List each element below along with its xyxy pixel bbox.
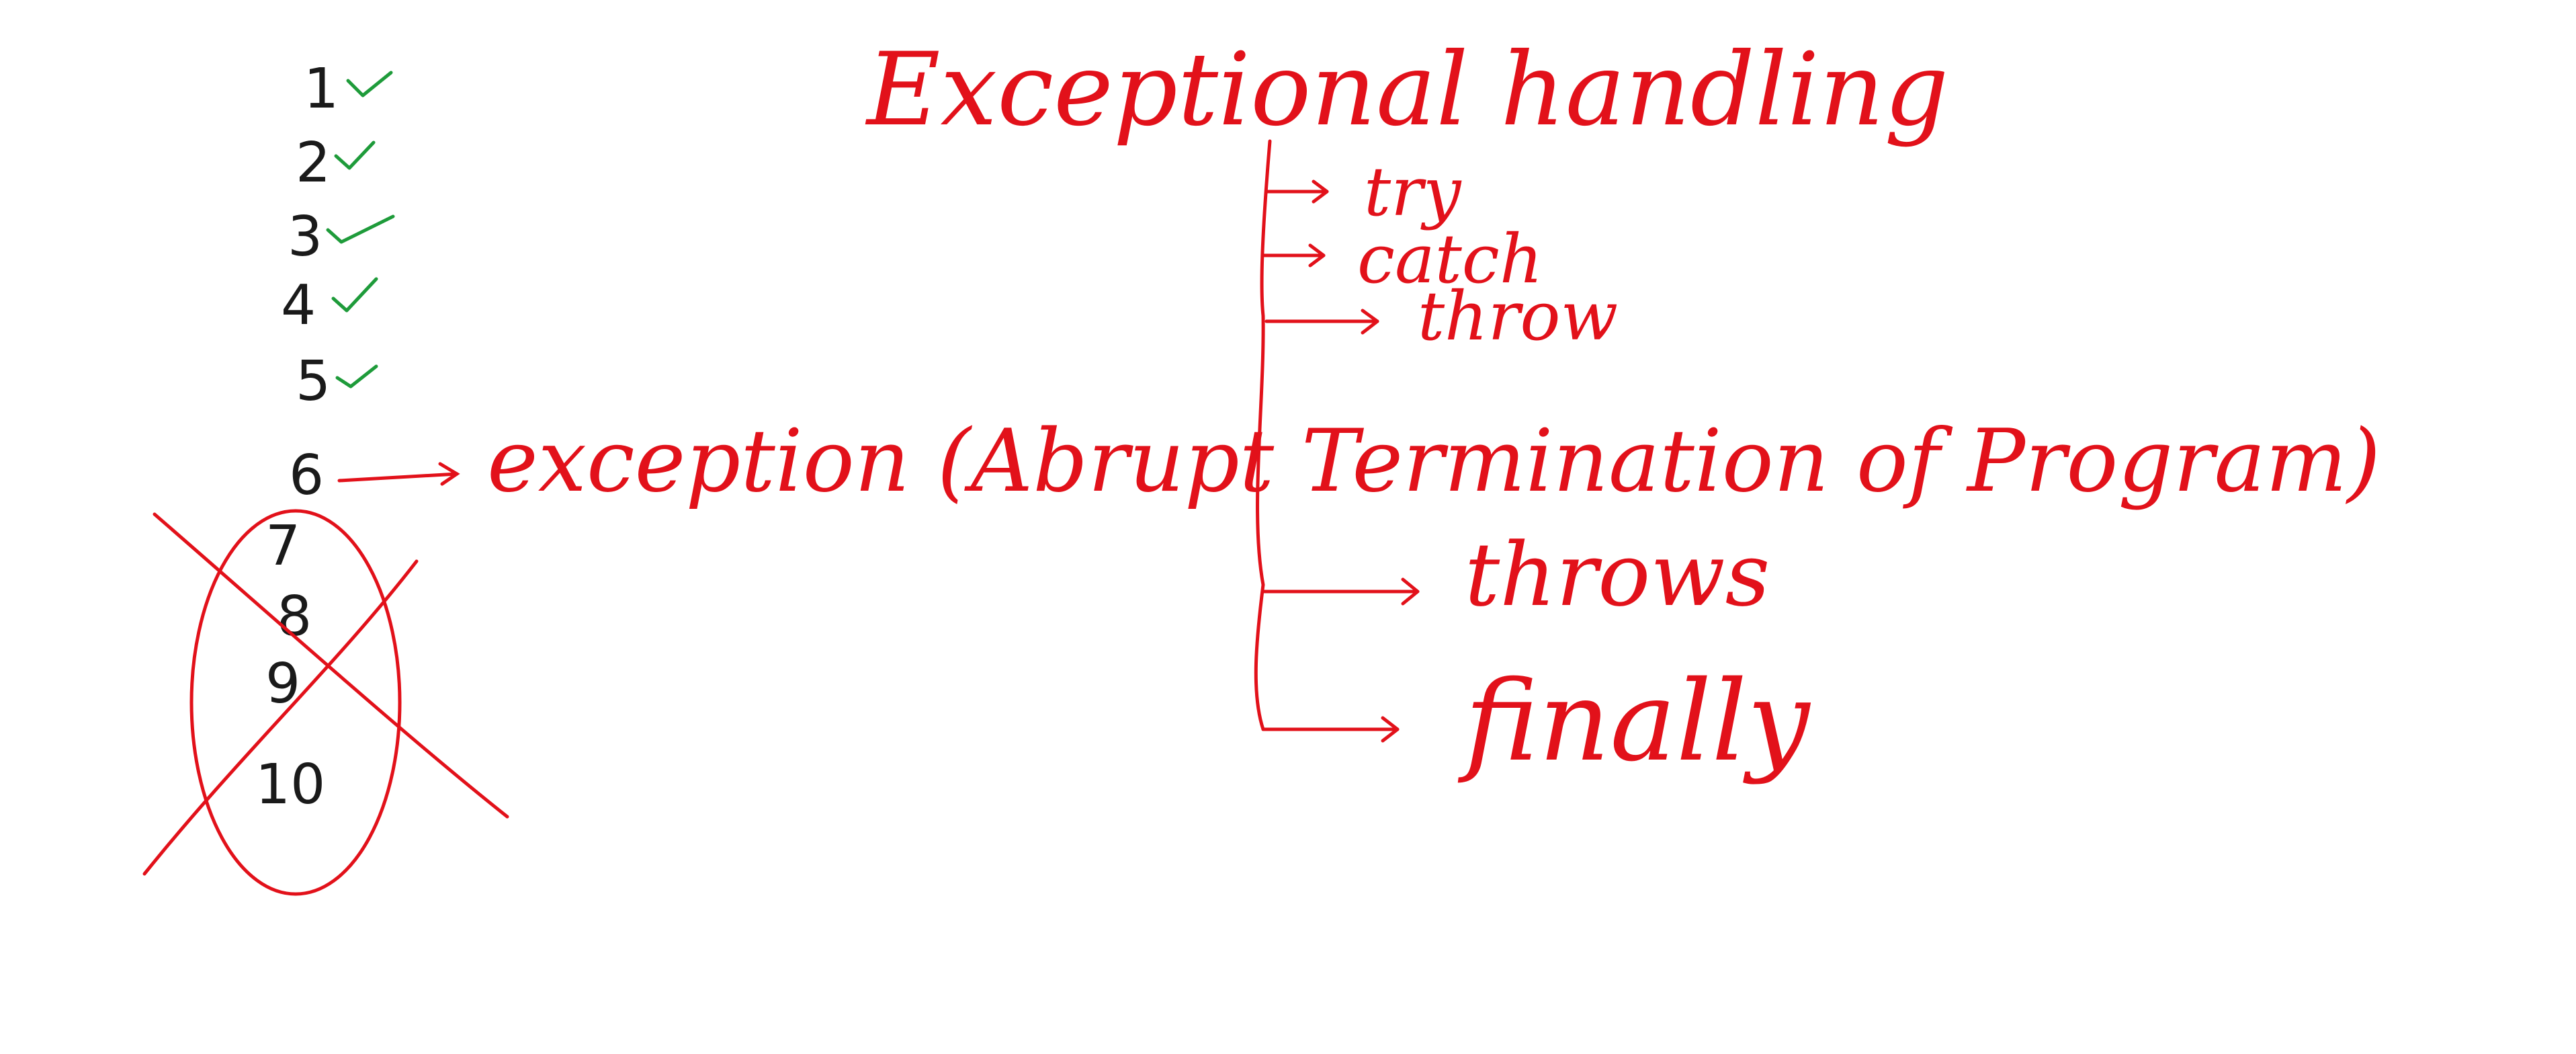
arrowhead-catch: [1308, 243, 1326, 268]
arrow-six-to-exception: [337, 462, 460, 486]
arrowhead-throws: [1401, 577, 1420, 606]
keywords: try catch throw throws finally: [1357, 153, 1811, 786]
keyword-throw: throw: [1418, 277, 1618, 356]
title-exceptional-handling: Exceptional handling: [865, 32, 1948, 149]
check-icon: [334, 140, 376, 170]
list-number-4: 4: [281, 274, 316, 337]
check-icon: [331, 277, 378, 313]
arrowhead-try: [1312, 179, 1329, 204]
tree-trunk: [1254, 139, 1272, 731]
numbered-list: 1 2 3 4 5 6 7 8 9 10: [255, 57, 339, 817]
list-number-2: 2: [296, 131, 331, 195]
keyword-tree: [1254, 139, 1420, 743]
check-icon: [335, 364, 378, 389]
circle-around-7-10: [189, 509, 402, 896]
check-icon: [326, 214, 395, 244]
list-number-5: 5: [296, 350, 331, 413]
keyword-throws: throws: [1465, 524, 1770, 626]
arrowhead-finally: [1381, 716, 1400, 743]
list-number-1: 1: [304, 57, 339, 121]
check-marks: [326, 71, 395, 389]
list-number-3: 3: [288, 205, 323, 269]
cross-stroke-2: [142, 559, 419, 876]
cross-stroke-1: [153, 512, 509, 819]
keyword-finally: finally: [1457, 657, 1811, 786]
list-number-7: 7: [265, 514, 300, 578]
arrowhead-throw: [1361, 309, 1379, 335]
keyword-catch: catch: [1357, 220, 1543, 298]
keyword-try: try: [1364, 153, 1462, 231]
crossed-out-items: [142, 509, 509, 896]
list-number-9: 9: [265, 652, 300, 716]
list-number-10: 10: [255, 753, 325, 817]
list-number-8: 8: [277, 585, 312, 649]
check-icon: [346, 71, 393, 97]
list-number-6: 6: [289, 444, 324, 508]
exception-note: exception (Abrupt Termination of Program…: [487, 411, 2380, 512]
